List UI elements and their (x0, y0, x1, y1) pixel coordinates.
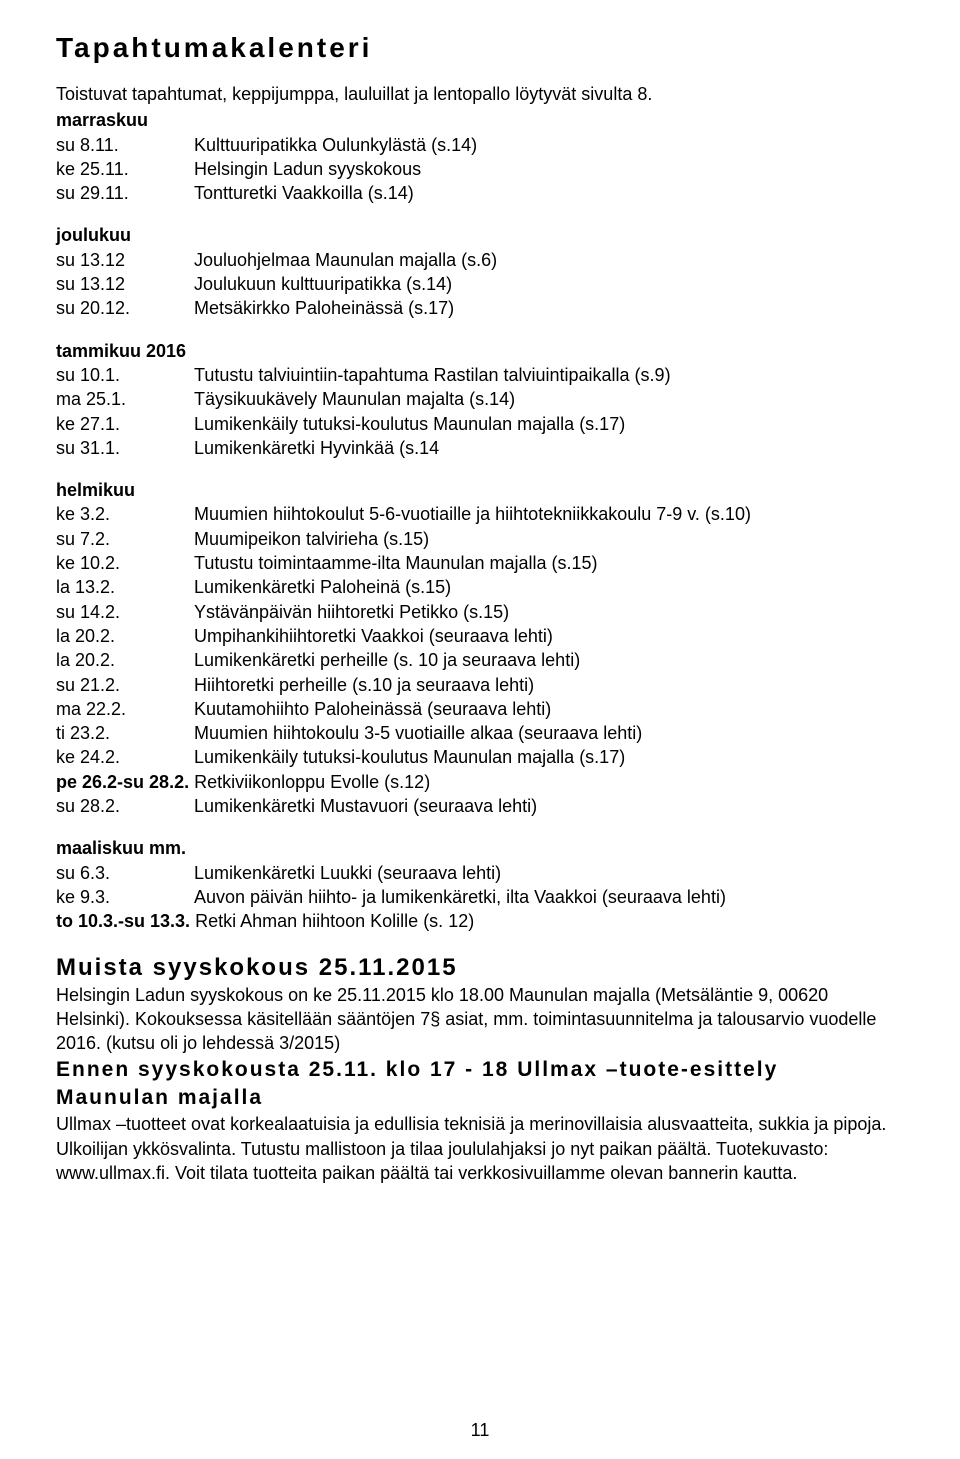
event-row: su 31.1. Lumikenkäretki Hyvinkää (s.14 (56, 436, 904, 460)
event-date: su 10.1. (56, 363, 194, 387)
event-date: ke 27.1. (56, 412, 194, 436)
event-row: su 8.11. Kulttuuripatikka Oulunkylästä (… (56, 133, 904, 157)
event-row: ke 3.2. Muumien hiihtokoulut 5-6-vuotiai… (56, 502, 904, 526)
event-desc: Muumipeikon talvirieha (s.15) (194, 527, 904, 551)
event-date: la 20.2. (56, 624, 194, 648)
event-desc: Muumien hiihtokoulut 5-6-vuotiaille ja h… (194, 502, 904, 526)
event-date: ke 24.2. (56, 745, 194, 769)
event-desc: Tontturetki Vaakkoilla (s.14) (194, 181, 904, 205)
event-row: su 7.2. Muumipeikon talvirieha (s.15) (56, 527, 904, 551)
section-header-marraskuu: marraskuu (56, 108, 904, 132)
event-row: la 20.2. Umpihankihiihtoretki Vaakkoi (s… (56, 624, 904, 648)
ennen-body: Ullmax –tuotteet ovat korkealaatuisia ja… (56, 1112, 904, 1185)
event-date: su 21.2. (56, 673, 194, 697)
event-special-line: pe 26.2-su 28.2. Retkiviikonloppu Evolle… (56, 770, 904, 794)
event-row: ke 24.2. Lumikenkäily tutuksi-koulutus M… (56, 745, 904, 769)
event-row: su 20.12. Metsäkirkko Paloheinässä (s.17… (56, 296, 904, 320)
event-date: su 20.12. (56, 296, 194, 320)
event-date: ma 25.1. (56, 387, 194, 411)
event-desc: Metsäkirkko Paloheinässä (s.17) (194, 296, 904, 320)
event-row: su 13.12 Jouluohjelmaa Maunulan majalla … (56, 248, 904, 272)
event-desc: Kuutamohiihto Paloheinässä (seuraava leh… (194, 697, 904, 721)
event-desc: Muumien hiihtokoulu 3-5 vuotiaille alkaa… (194, 721, 904, 745)
event-desc: Retki Ahman hiihtoon Kolille (s. 12) (190, 911, 474, 931)
event-row: ke 9.3. Auvon päivän hiihto- ja lumikenk… (56, 885, 904, 909)
event-date: ma 22.2. (56, 697, 194, 721)
event-desc: Lumikenkäily tutuksi-koulutus Maunulan m… (194, 412, 904, 436)
event-date: ke 3.2. (56, 502, 194, 526)
event-desc: Helsingin Ladun syyskokous (194, 157, 904, 181)
event-desc: Lumikenkäretki Paloheinä (s.15) (194, 575, 904, 599)
syyskokous-body: Helsingin Ladun syyskokous on ke 25.11.2… (56, 983, 904, 1056)
event-date: su 7.2. (56, 527, 194, 551)
event-row: ke 25.11. Helsingin Ladun syyskokous (56, 157, 904, 181)
event-row: su 21.2. Hiihtoretki perheille (s.10 ja … (56, 673, 904, 697)
page-number: 11 (0, 1420, 960, 1441)
event-date: su 13.12 (56, 248, 194, 272)
event-row: ke 10.2. Tutustu toimintaamme-ilta Maunu… (56, 551, 904, 575)
event-desc: Jouluohjelmaa Maunulan majalla (s.6) (194, 248, 904, 272)
subtitle-syyskokous: Muista syyskokous 25.11.2015 (56, 952, 904, 983)
event-date: su 8.11. (56, 133, 194, 157)
event-desc: Tutustu talviuintiin-tapahtuma Rastilan … (194, 363, 904, 387)
event-date-range: to 10.3.-su 13.3. (56, 911, 190, 931)
event-row: su 14.2. Ystävänpäivän hiihtoretki Petik… (56, 600, 904, 624)
event-special-line: to 10.3.-su 13.3. Retki Ahman hiihtoon K… (56, 909, 904, 933)
event-desc: Umpihankihiihtoretki Vaakkoi (seuraava l… (194, 624, 904, 648)
event-row: su 29.11. Tontturetki Vaakkoilla (s.14) (56, 181, 904, 205)
event-row: ma 25.1. Täysikuukävely Maunulan majalta… (56, 387, 904, 411)
event-desc: Täysikuukävely Maunulan majalta (s.14) (194, 387, 904, 411)
event-row: la 13.2. Lumikenkäretki Paloheinä (s.15) (56, 575, 904, 599)
event-row: ti 23.2. Muumien hiihtokoulu 3-5 vuotiai… (56, 721, 904, 745)
event-desc: Lumikenkäretki Luukki (seuraava lehti) (194, 861, 904, 885)
event-row: su 10.1. Tutustu talviuintiin-tapahtuma … (56, 363, 904, 387)
event-row: ma 22.2. Kuutamohiihto Paloheinässä (seu… (56, 697, 904, 721)
event-date: ke 9.3. (56, 885, 194, 909)
event-row: la 20.2. Lumikenkäretki perheille (s. 10… (56, 648, 904, 672)
event-date: ke 25.11. (56, 157, 194, 181)
event-desc: Kulttuuripatikka Oulunkylästä (s.14) (194, 133, 904, 157)
event-date: su 29.11. (56, 181, 194, 205)
event-desc: Joulukuun kulttuuripatikka (s.14) (194, 272, 904, 296)
event-desc: Retkiviikonloppu Evolle (s.12) (189, 772, 430, 792)
subtitle-ennen-line1: Ennen syyskokousta 25.11. klo 17 - 18 Ul… (56, 1056, 904, 1084)
event-desc: Auvon päivän hiihto- ja lumikenkäretki, … (194, 885, 904, 909)
subtitle-ennen-line2: Maunulan majalla (56, 1084, 904, 1112)
event-desc: Lumikenkäretki Mustavuori (seuraava leht… (194, 794, 904, 818)
event-desc: Ystävänpäivän hiihtoretki Petikko (s.15) (194, 600, 904, 624)
event-date: su 31.1. (56, 436, 194, 460)
event-row: su 28.2. Lumikenkäretki Mustavuori (seur… (56, 794, 904, 818)
event-row: su 6.3. Lumikenkäretki Luukki (seuraava … (56, 861, 904, 885)
event-row: ke 27.1. Lumikenkäily tutuksi-koulutus M… (56, 412, 904, 436)
event-date: la 20.2. (56, 648, 194, 672)
section-header-joulukuu: joulukuu (56, 223, 904, 247)
section-header-tammikuu: tammikuu 2016 (56, 339, 904, 363)
event-desc: Hiihtoretki perheille (s.10 ja seuraava … (194, 673, 904, 697)
event-date: ti 23.2. (56, 721, 194, 745)
event-desc: Lumikenkäily tutuksi-koulutus Maunulan m… (194, 745, 904, 769)
event-row: su 13.12 Joulukuun kulttuuripatikka (s.1… (56, 272, 904, 296)
event-date: la 13.2. (56, 575, 194, 599)
event-desc: Tutustu toimintaamme-ilta Maunulan majal… (194, 551, 904, 575)
event-date-range: pe 26.2-su 28.2. (56, 772, 189, 792)
section-header-maaliskuu: maaliskuu mm. (56, 836, 904, 860)
event-desc: Lumikenkäretki Hyvinkää (s.14 (194, 436, 904, 460)
event-date: ke 10.2. (56, 551, 194, 575)
event-date: su 6.3. (56, 861, 194, 885)
intro-text: Toistuvat tapahtumat, keppijumppa, laulu… (56, 82, 904, 106)
event-date: su 13.12 (56, 272, 194, 296)
event-date: su 14.2. (56, 600, 194, 624)
section-header-helmikuu: helmikuu (56, 478, 904, 502)
page-title: Tapahtumakalenteri (56, 32, 904, 64)
event-date: su 28.2. (56, 794, 194, 818)
event-desc: Lumikenkäretki perheille (s. 10 ja seura… (194, 648, 904, 672)
